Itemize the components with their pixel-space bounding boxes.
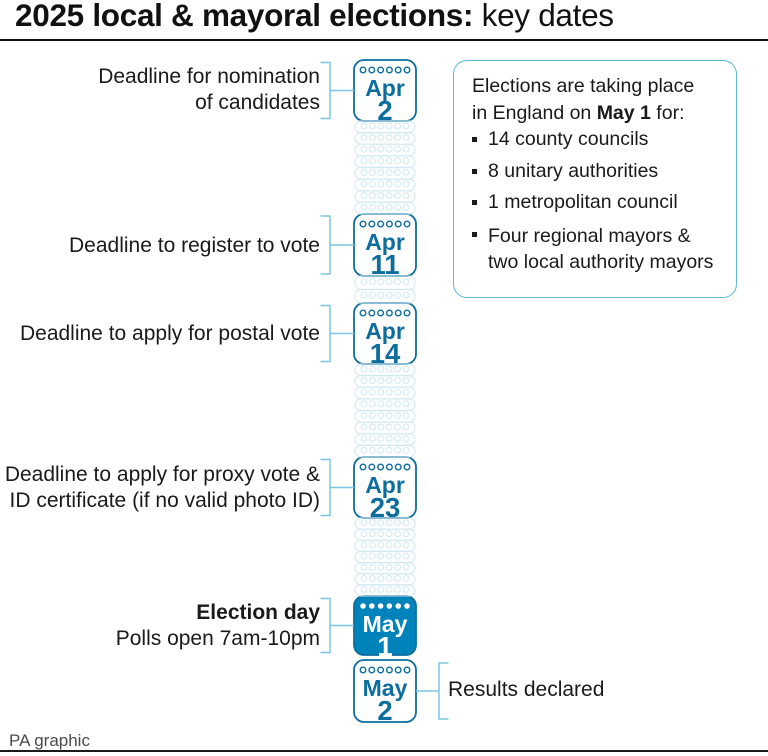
svg-text:2: 2 <box>377 695 392 726</box>
svg-text:11: 11 <box>370 249 399 280</box>
svg-text:1: 1 <box>377 631 392 662</box>
